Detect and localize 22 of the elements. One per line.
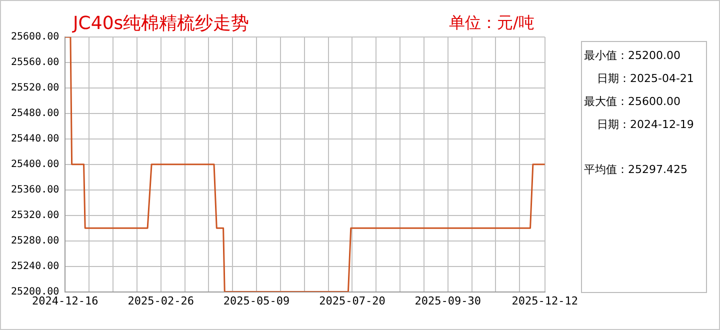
y-tick-label: 25560.00 [10, 57, 60, 68]
y-tick-label: 25360.00 [10, 184, 60, 196]
chart-title: JC40s纯棉精梳纱走势 [73, 12, 250, 35]
x-tick-label: 2025-09-30 [414, 294, 481, 308]
x-tick-label: 2025-07-20 [319, 294, 386, 308]
y-tick-label: 25600.00 [10, 32, 60, 43]
y-tick-label: 25480.00 [10, 108, 60, 120]
chart-subtitle: 单位：元/吨 [449, 13, 534, 34]
y-tick-label: 25280.00 [10, 235, 60, 246]
x-tick-label: 2025-05-09 [223, 294, 290, 308]
y-tick-label: 25240.00 [10, 260, 60, 272]
x-tick-label: 2025-02-26 [128, 294, 194, 308]
x-tick-label: 2025-12-12 [512, 294, 578, 308]
text: 日期：2025-04-21 [596, 71, 695, 86]
y-tick-label: 25440.00 [10, 134, 60, 145]
y-tick-label: 25520.00 [10, 82, 60, 94]
text: 最小值：25200.00 [584, 48, 682, 63]
y-tick-label: 25320.00 [10, 210, 60, 221]
text: 平均值：25297.425 [584, 162, 688, 177]
text: 日期：2024-12-19 [596, 117, 695, 132]
text: 最大值：25600.00 [584, 94, 682, 109]
y-tick-label: 25400.00 [10, 158, 60, 170]
